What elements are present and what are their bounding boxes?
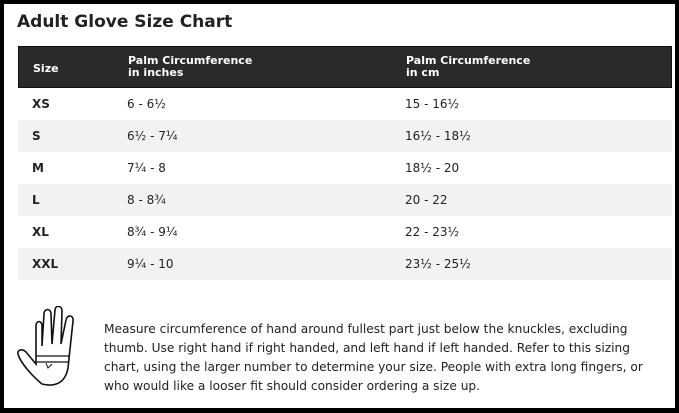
- cell-inches: 8¾ - 9¼: [127, 225, 178, 239]
- cell-size: XXL: [32, 257, 59, 271]
- table-row: XL 8¾ - 9¼ 22 - 23½: [18, 216, 672, 248]
- header-size: Size: [33, 62, 59, 75]
- cell-cm: 22 - 23½: [405, 225, 460, 239]
- measuring-instructions: Measure circumference of hand around ful…: [104, 322, 643, 393]
- cell-size: M: [32, 161, 44, 175]
- cell-inches: 9¼ - 10: [127, 257, 174, 271]
- table-row: S 6½ - 7¼ 16½ - 18½: [18, 120, 672, 152]
- page-title: Adult Glove Size Chart: [17, 12, 233, 32]
- table-row: XXL 9¼ - 10 23½ - 25½: [18, 248, 672, 280]
- cell-inches: 6½ - 7¼: [127, 129, 178, 143]
- table-row: L 8 - 8¾ 20 - 22: [18, 184, 672, 216]
- cell-size: XL: [32, 225, 49, 239]
- size-table: Size Palm Circumference in inches Palm Ci…: [18, 46, 672, 280]
- cell-size: L: [32, 193, 40, 207]
- table-row: M 7¼ - 8 18½ - 20: [18, 152, 672, 184]
- cell-inches: 7¼ - 8: [127, 161, 166, 175]
- hand-measure-icon: [17, 306, 74, 386]
- table-header: Size Palm Circumference in inches Palm Ci…: [18, 46, 672, 88]
- cell-cm: 16½ - 18½: [405, 129, 471, 143]
- size-chart: Adult Glove Size Chart Size Palm Circumf…: [4, 4, 675, 408]
- cell-cm: 23½ - 25½: [405, 257, 471, 271]
- cell-size: XS: [32, 97, 50, 111]
- header-inches: Palm Circumference in inches: [128, 54, 253, 79]
- table-row: XS 6 - 6½ 15 - 16½: [18, 88, 672, 120]
- cell-cm: 20 - 22: [405, 193, 448, 207]
- cell-inches: 8 - 8¾: [127, 193, 166, 207]
- cell-inches: 6 - 6½: [127, 97, 166, 111]
- header-cm: Palm Circumference in cm: [406, 54, 531, 79]
- cell-cm: 18½ - 20: [405, 161, 460, 175]
- cell-size: S: [32, 129, 41, 143]
- cell-cm: 15 - 16½: [405, 97, 460, 111]
